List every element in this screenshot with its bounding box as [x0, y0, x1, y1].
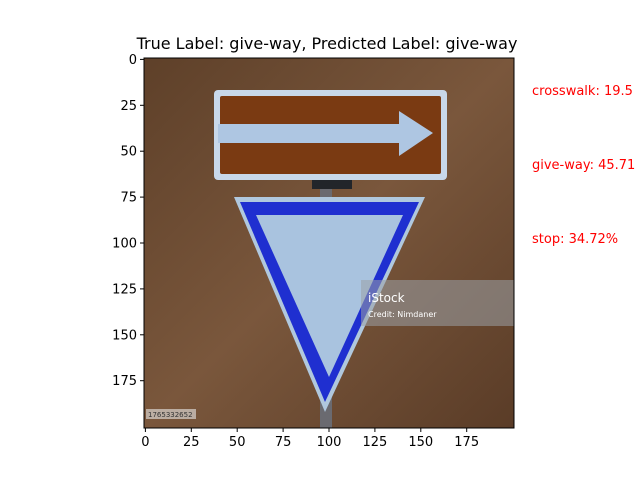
y-tick-label: 125 — [112, 282, 137, 297]
x-tick-label: 150 — [408, 435, 433, 450]
x-axis: 0 25 50 75 100 125 150 175 — [141, 428, 479, 450]
watermark: iStock Credit: Nimdaner — [361, 280, 514, 326]
yield-sign-inner — [256, 215, 403, 377]
watermark-credit: Credit: Nimdaner — [368, 310, 437, 319]
image-axes: iStock Credit: Nimdaner 1765332652 — [144, 58, 514, 428]
watermark-box — [361, 280, 514, 326]
y-tick-label: 0 — [129, 53, 137, 68]
watermark-brand: iStock — [368, 291, 405, 305]
x-tick-label: 0 — [141, 435, 149, 450]
y-tick-label: 175 — [112, 374, 137, 389]
y-tick-label: 150 — [112, 328, 137, 343]
give-way-sign — [234, 197, 425, 412]
prediction-list: crosswalk: 19.5 give-way: 45.71 stop: 34… — [532, 84, 635, 247]
x-tick-label: 100 — [317, 435, 342, 450]
prediction-stop: stop: 34.72% — [532, 232, 618, 247]
x-tick-label: 175 — [454, 435, 479, 450]
image-id-label: 1765332652 — [148, 411, 193, 419]
arrow-icon — [218, 111, 433, 156]
prediction-crosswalk: crosswalk: 19.5 — [532, 84, 633, 99]
x-tick-label: 50 — [229, 435, 246, 450]
y-axis: 0 25 50 75 100 125 150 175 — [112, 53, 144, 389]
one-way-sign — [214, 90, 447, 180]
y-tick-label: 75 — [120, 191, 137, 206]
x-tick-label: 75 — [275, 435, 292, 450]
y-tick-label: 50 — [120, 145, 137, 160]
image-id-box — [146, 409, 196, 419]
y-tick-label: 100 — [112, 237, 137, 252]
y-tick-label: 25 — [120, 99, 137, 114]
pole-bracket — [312, 180, 352, 189]
x-tick-label: 25 — [183, 435, 200, 450]
chart-title: True Label: give-way, Predicted Label: g… — [136, 34, 518, 53]
prediction-give-way: give-way: 45.71 — [532, 158, 635, 173]
x-tick-label: 125 — [362, 435, 387, 450]
